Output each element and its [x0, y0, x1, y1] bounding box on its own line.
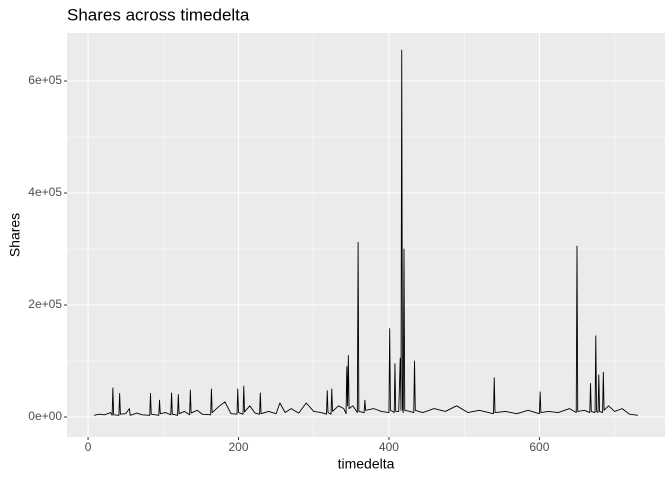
- chart-title: Shares across timedelta: [67, 5, 250, 24]
- panel: [67, 33, 665, 437]
- x-tick-label: 600: [529, 440, 549, 454]
- y-tick-label: 4e+05: [28, 185, 62, 199]
- x-axis-title: timedelta: [338, 456, 395, 472]
- y-tick-label: 2e+05: [28, 297, 62, 311]
- x-tick-label: 400: [379, 440, 399, 454]
- y-tick-label: 6e+05: [28, 73, 62, 87]
- x-tick-label: 200: [228, 440, 248, 454]
- y-tick-label: 0e+00: [28, 409, 62, 423]
- x-tick-label: 0: [85, 440, 92, 454]
- y-axis-title: Shares: [7, 213, 23, 257]
- data-line: [93, 49, 638, 416]
